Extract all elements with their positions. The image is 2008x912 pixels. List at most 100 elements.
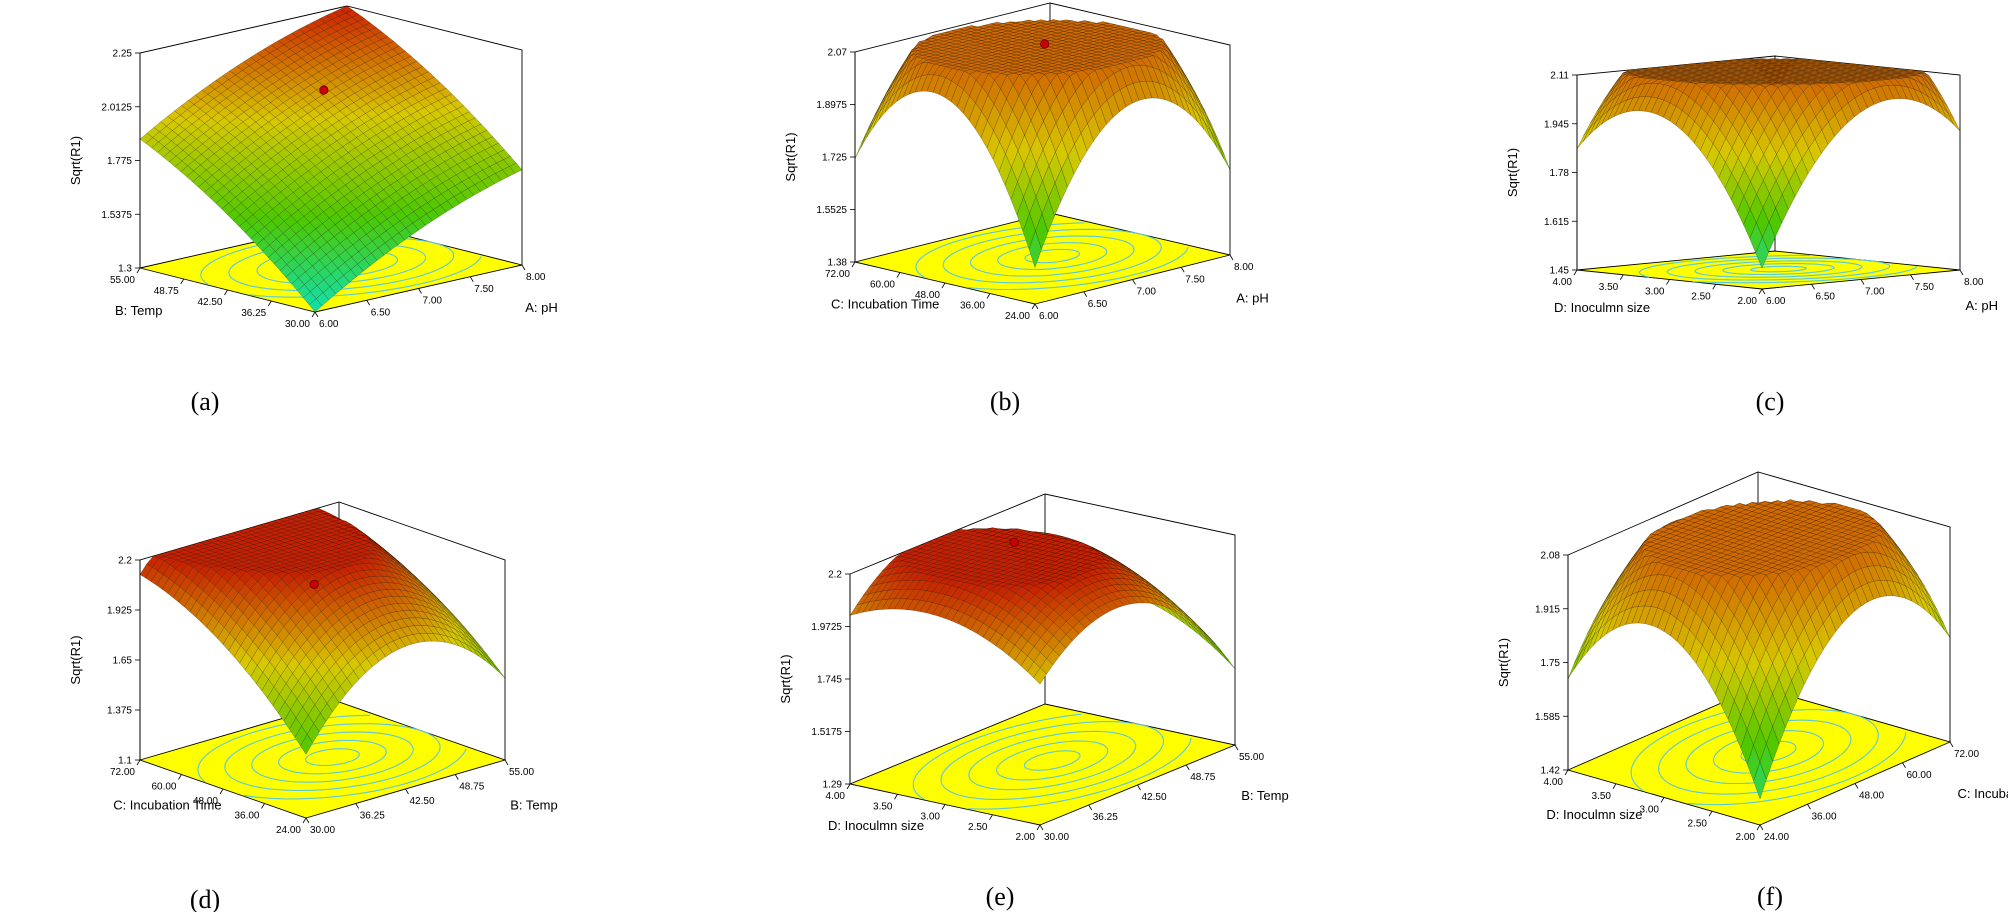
y-tick-mark xyxy=(311,311,316,318)
surface-cell xyxy=(860,121,874,148)
y-tick-label: 24.00 xyxy=(1005,311,1030,322)
panel-d: 1.11.3751.651.9252.2Sqrt(R1)30.0036.2542… xyxy=(68,501,558,912)
surface-cell xyxy=(1576,128,1590,150)
y-tick-mark xyxy=(1758,288,1763,295)
y-tick-label: 72.00 xyxy=(110,767,135,778)
z-tick-label: 1.5175 xyxy=(811,727,842,738)
x-tick-mark xyxy=(314,311,319,318)
y-tick-label: 3.50 xyxy=(1599,282,1619,293)
y-tick-label: 36.00 xyxy=(960,301,985,312)
x-tick-mark xyxy=(355,803,360,809)
z-tick-label: 1.745 xyxy=(817,675,842,686)
x-tick-mark xyxy=(1185,764,1190,771)
z-tick-label: 1.78 xyxy=(1550,168,1570,179)
y-tick-mark xyxy=(986,293,991,299)
x-axis-title: A: pH xyxy=(1966,298,1999,313)
x-tick-label: 8.00 xyxy=(526,272,546,283)
y-tick-mark xyxy=(1036,824,1041,831)
x-tick-label: 6.00 xyxy=(1766,296,1786,307)
x-tick-mark xyxy=(469,276,474,282)
z-tick-label: 2.2 xyxy=(118,556,132,567)
x-tick-mark xyxy=(1811,284,1815,290)
x-tick-label: 7.50 xyxy=(474,284,494,295)
y-tick-label: 3.00 xyxy=(1645,287,1665,298)
y-axis-title: D: Inoculmn size xyxy=(828,818,924,833)
z-tick-label: 1.65 xyxy=(113,656,133,667)
y-tick-label: 60.00 xyxy=(151,782,176,793)
z-tick-label: 1.1 xyxy=(118,756,132,767)
y-tick-label: 60.00 xyxy=(870,280,895,291)
x-tick-label: 6.00 xyxy=(1039,311,1059,322)
contour-line xyxy=(997,242,1108,270)
y-tick-label: 2.50 xyxy=(968,822,988,833)
y-tick-label: 24.00 xyxy=(276,825,301,836)
y-axis-title: D: Inoculmn size xyxy=(1554,300,1650,315)
y-tick-mark xyxy=(180,278,185,285)
response-surface xyxy=(849,527,1236,685)
x-tick-label: 6.50 xyxy=(1088,299,1108,310)
y-tick-label: 48.75 xyxy=(154,286,179,297)
contour-line xyxy=(1024,248,1081,264)
panel-label: (c) xyxy=(1756,387,1785,416)
design-point xyxy=(1009,537,1019,547)
y-tick-mark xyxy=(136,267,141,274)
surface-cell xyxy=(1210,131,1224,159)
y-tick-label: 36.00 xyxy=(234,811,259,822)
y-tick-label: 4.00 xyxy=(826,791,846,802)
x-tick-mark xyxy=(1860,279,1865,285)
floor-plane xyxy=(848,703,1237,826)
y-tick-mark xyxy=(1619,274,1624,280)
x-tick-mark xyxy=(305,817,310,824)
x-axis-title: B: Temp xyxy=(510,798,557,813)
y-tick-label: 2.50 xyxy=(1691,291,1711,302)
x-tick-label: 7.00 xyxy=(423,296,443,307)
surface-cell xyxy=(1947,111,1961,132)
z-tick-label: 1.8975 xyxy=(816,100,847,111)
x-tick-mark xyxy=(366,300,371,306)
x-tick-mark xyxy=(1761,288,1766,295)
y-tick-mark xyxy=(894,794,898,800)
y-tick-mark xyxy=(896,272,901,278)
x-tick-label: 36.25 xyxy=(1093,812,1118,823)
z-axis-title: Sqrt(R1) xyxy=(1505,148,1520,197)
y-tick-mark xyxy=(1666,279,1670,285)
surface-cell xyxy=(486,658,499,672)
x-tick-label: 55.00 xyxy=(1239,752,1264,763)
x-tick-mark xyxy=(1088,804,1093,811)
y-tick-mark xyxy=(941,804,946,810)
z-tick-label: 2.11 xyxy=(1550,71,1569,82)
x-axis-title: B: Temp xyxy=(1241,788,1288,803)
y-tick-label: 42.50 xyxy=(197,297,222,308)
z-tick-label: 1.925 xyxy=(107,606,132,617)
y-tick-mark xyxy=(261,803,265,809)
x-tick-mark xyxy=(1180,267,1185,273)
y-tick-label: 3.50 xyxy=(873,801,893,812)
surface-cell xyxy=(1217,142,1231,170)
y-tick-mark xyxy=(1031,303,1036,310)
x-tick-mark xyxy=(1910,274,1914,280)
x-tick-label: 48.75 xyxy=(1190,772,1215,783)
x-tick-mark xyxy=(1137,784,1141,791)
z-tick-label: 1.5525 xyxy=(816,205,847,216)
surface-cell xyxy=(854,131,868,159)
panel-e: 1.291.51751.7451.97252.2Sqrt(R1)30.0036.… xyxy=(778,493,1289,911)
z-tick-label: 1.3 xyxy=(118,264,132,275)
response-surface xyxy=(139,5,523,313)
surface-cell xyxy=(1222,653,1236,669)
surface-cell xyxy=(866,112,880,138)
y-tick-label: 30.00 xyxy=(285,319,310,330)
surface-cell xyxy=(1215,646,1229,663)
y-tick-mark xyxy=(941,282,946,289)
y-tick-label: 55.00 xyxy=(110,275,135,286)
x-tick-label: 30.00 xyxy=(1044,832,1069,843)
design-point xyxy=(1040,39,1050,49)
x-axis: 6.006.507.007.508.00A: pH xyxy=(314,264,558,330)
z-axis-title: Sqrt(R1) xyxy=(68,635,83,684)
x-tick-mark xyxy=(521,264,526,271)
